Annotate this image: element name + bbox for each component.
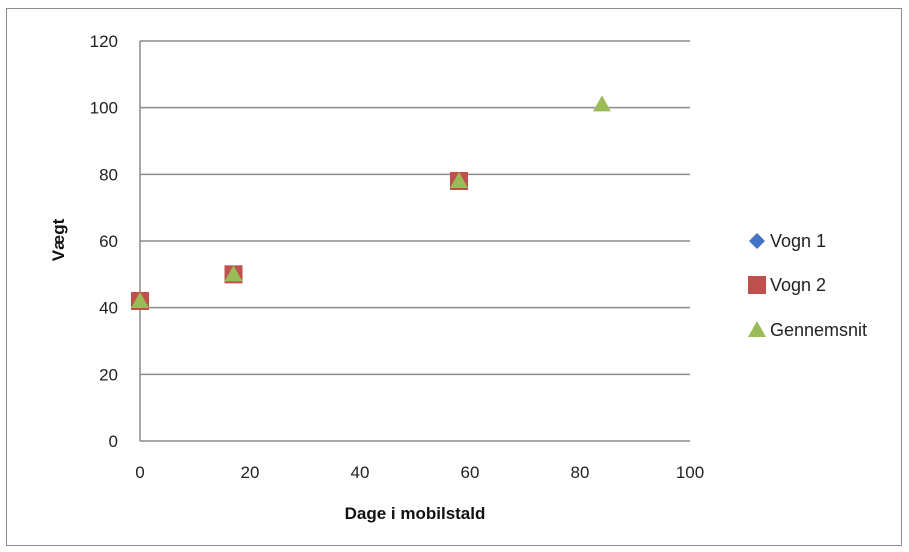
x-axis-title: Dage i mobilstald <box>345 504 486 523</box>
y-tick-label: 20 <box>99 365 118 384</box>
x-tick-label: 100 <box>676 463 704 482</box>
y-tick-label: 80 <box>99 165 118 184</box>
y-tick-labels: 0 20 40 60 80 100 120 <box>90 32 118 451</box>
y-tick-label: 0 <box>109 432 118 451</box>
data-point-series-2 <box>593 95 611 112</box>
legend-entry-label: Vogn 1 <box>770 231 826 251</box>
data-points <box>131 95 611 310</box>
gridlines <box>140 40 690 376</box>
legend-entry-label: Gennemsnit <box>770 320 867 340</box>
x-tick-labels: 0 20 40 60 80 100 <box>135 463 704 482</box>
x-tick-label: 0 <box>135 463 144 482</box>
legend-entry-label: Vogn 2 <box>770 275 826 295</box>
y-tick-label: 120 <box>90 32 118 51</box>
x-tick-label: 20 <box>241 463 260 482</box>
y-tick-label: 40 <box>99 299 118 318</box>
x-tick-label: 40 <box>351 463 370 482</box>
y-axis-title: Vægt <box>49 218 68 261</box>
x-tick-label: 60 <box>461 463 480 482</box>
legend-marker-triangle-icon <box>748 321 766 337</box>
x-tick-label: 80 <box>571 463 590 482</box>
data-point-series-2 <box>450 172 468 188</box>
legend-marker-square-icon <box>748 276 766 294</box>
data-point-series-2 <box>131 292 149 308</box>
axes <box>139 41 690 442</box>
legend-marker-diamond-icon <box>749 233 765 249</box>
data-point-series-2 <box>224 265 243 282</box>
y-tick-label: 100 <box>90 99 118 118</box>
legend: Vogn 1 Vogn 2 Gennemsnit <box>748 231 867 340</box>
y-tick-label: 60 <box>99 232 118 251</box>
